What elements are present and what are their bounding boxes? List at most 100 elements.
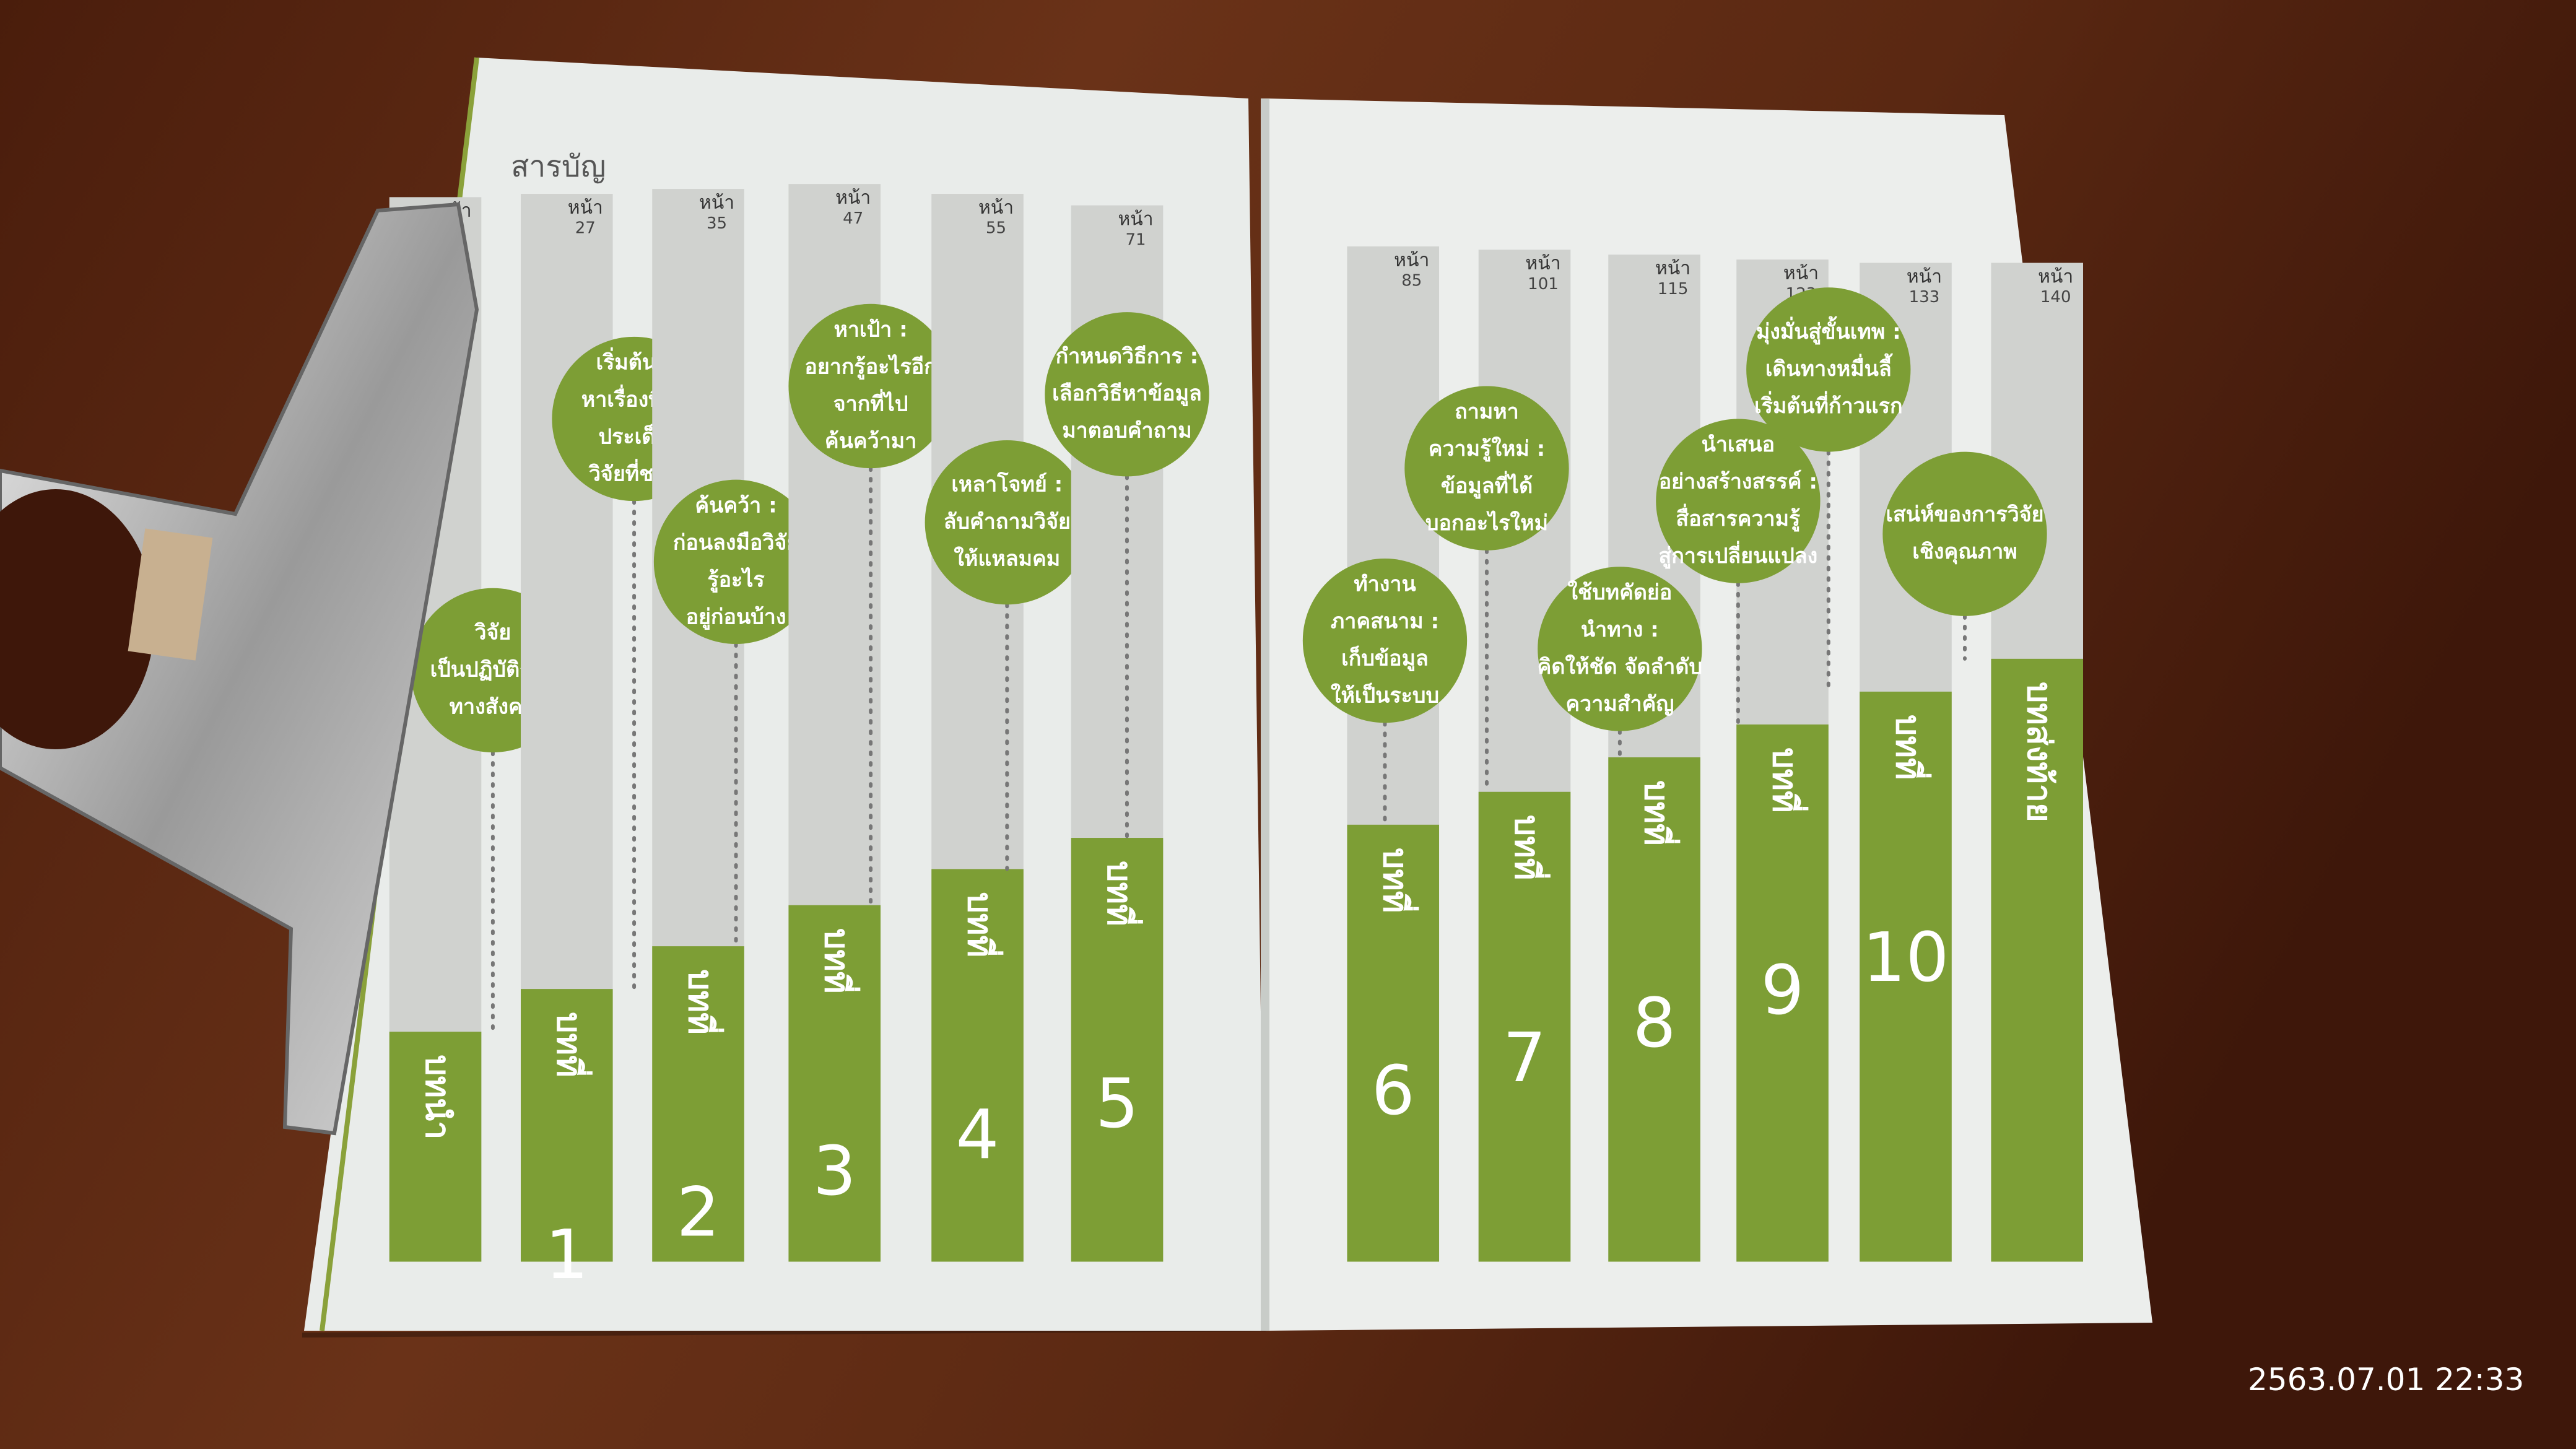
- topic-text: มาตอบคำถาม: [1062, 419, 1192, 443]
- bar-label: บทที่: [817, 928, 861, 993]
- chapter-number: 4: [956, 1095, 999, 1175]
- topic-text: หาเป้า :: [833, 317, 907, 342]
- bar-label: บทที่: [681, 969, 724, 1034]
- page-label: หน้า: [2038, 266, 2073, 287]
- page-label: หน้า: [568, 197, 603, 219]
- bar-label: บทที่: [1889, 715, 1932, 780]
- topic-circle: [1538, 567, 1702, 731]
- topic-text: ค้นคว้ามา: [825, 429, 916, 453]
- topic-text: สู่การเปลี่ยนแปลง: [1658, 541, 1817, 569]
- chapter-number: 1: [545, 1215, 588, 1294]
- chapter-bar: [1347, 824, 1440, 1262]
- topic-text: เริ่มต้นที่ก้าวแรก: [1754, 391, 1903, 419]
- topic-text: เหลาโจทย์ :: [951, 472, 1063, 497]
- topic-circle: [1045, 312, 1209, 477]
- page-number: 101: [1528, 275, 1559, 294]
- chapter-number: 8: [1633, 983, 1676, 1063]
- chapter-bar: [1736, 724, 1829, 1262]
- page-number: 47: [843, 209, 863, 228]
- topic-text: ความรู้ใหม่ :: [1429, 436, 1545, 462]
- bar-label: บทนำ: [418, 1055, 457, 1139]
- topic-text: วิจัย: [474, 620, 511, 645]
- chapter-number: 9: [1761, 951, 1804, 1030]
- page-label: หน้า: [699, 192, 734, 214]
- bar-label: บทที่: [1637, 780, 1681, 845]
- page-number: 140: [2040, 288, 2071, 307]
- chapter-bar: [521, 989, 613, 1262]
- topic-text: คิดให้ชัด จัดลำดับ: [1538, 654, 1702, 679]
- binder-clip: [0, 202, 479, 1136]
- page-number: 27: [575, 219, 596, 238]
- chapter-bar: [1608, 757, 1700, 1262]
- topic-circle: [1656, 419, 1821, 583]
- topic-circle: [653, 479, 819, 644]
- chapter-bar: [1478, 791, 1571, 1262]
- timestamp: 2563.07.01 22:33: [2248, 1362, 2524, 1398]
- topic-circle: [1882, 451, 2047, 616]
- toc-columns: หน้า08วิจัยเป็นปฏิบัติการทางสังคมบทนำหน้…: [389, 184, 2084, 1294]
- bar-label: บทที่: [960, 892, 1004, 957]
- topic-circle: [925, 440, 1089, 605]
- topic-text: อยากรู้อะไรอีก: [804, 354, 936, 380]
- page-number: 55: [986, 219, 1006, 238]
- bar-label: บทที่: [550, 1012, 593, 1077]
- topic-text: นำเสนอ: [1702, 432, 1775, 457]
- topic-text: ให้เป็นระบบ: [1331, 682, 1439, 708]
- page-number: 115: [1658, 280, 1689, 298]
- topic-text: ใช้บทคัดย่อ: [1567, 580, 1672, 605]
- topic-text: ก่อนลงมือวิจัย: [673, 530, 799, 555]
- chapter-bar: [1860, 691, 1952, 1262]
- chapter-number: 10: [1862, 918, 1949, 997]
- chapter-bar: [389, 1032, 482, 1262]
- chapter-number: 7: [1503, 1018, 1546, 1097]
- page-label: หน้า: [978, 197, 1014, 219]
- topic-text: ให้แหลมคม: [954, 546, 1060, 572]
- topic-circle: [788, 303, 953, 469]
- chapter-number: 3: [813, 1131, 856, 1211]
- topic-circle: [1746, 287, 1911, 452]
- page-number: 71: [1125, 230, 1146, 249]
- toc-title: สารบัญ: [511, 149, 606, 184]
- page-number: 35: [707, 214, 727, 233]
- topic-text: เสน่ห์ของการวิจัย: [1886, 502, 2043, 527]
- bar-label: บทที่: [1507, 815, 1551, 880]
- page-label: หน้า: [835, 187, 871, 209]
- topic-text: เดินทางหมื่นลี้: [1765, 353, 1893, 381]
- chapter-bar: [931, 869, 1024, 1262]
- topic-text: อยู่ก่อนบ้าง: [686, 604, 786, 630]
- chapter-bar: [788, 905, 881, 1262]
- bar-label: บทที่: [1765, 747, 1809, 812]
- topic-text: ถามหา: [1455, 399, 1519, 424]
- topic-text: ความสำคัญ: [1565, 692, 1674, 716]
- topic-text: เลือกวิธีหาข้อมูล: [1052, 381, 1202, 407]
- topic-text: สื่อสารความรู้: [1676, 503, 1801, 532]
- topic-text: อย่างสร้างสรรค์ :: [1659, 469, 1817, 494]
- chapter-number: 6: [1372, 1051, 1415, 1130]
- topic-text: ค้นคว้า :: [695, 493, 777, 518]
- topic-text: ทำงาน: [1354, 572, 1416, 597]
- topic-circle: [1404, 386, 1569, 550]
- topic-text: นำทาง :: [1581, 617, 1659, 642]
- bar-label: บทที่: [1100, 861, 1143, 926]
- page-label: หน้า: [1655, 258, 1690, 279]
- page-label: หน้า: [1907, 266, 1942, 287]
- page-label: หน้า: [1783, 263, 1819, 284]
- chapter-number: 5: [1095, 1064, 1139, 1143]
- page-label: หน้า: [1394, 250, 1429, 271]
- page-number: 133: [1909, 288, 1940, 307]
- chapter-number: 2: [677, 1172, 720, 1251]
- topic-text: มุ่งมั่นสู่ขั้นเทพ :: [1756, 316, 1901, 345]
- page-number: 85: [1401, 272, 1422, 290]
- topic-text: ภาคสนาม :: [1331, 609, 1439, 634]
- topic-text: จากที่ไป: [833, 388, 908, 416]
- topic-text: บอกอะไรใหม่: [1425, 510, 1548, 536]
- bar-label: บทที่: [1376, 848, 1419, 913]
- topic-text: เก็บข้อมูล: [1341, 645, 1429, 672]
- page-label: หน้า: [1118, 208, 1153, 230]
- chapter-bar: [652, 946, 744, 1262]
- topic-text: ลับคำถามวิจัย: [944, 510, 1071, 534]
- chapter-bar: [1071, 838, 1164, 1262]
- topic-text: รู้อะไร: [707, 567, 765, 593]
